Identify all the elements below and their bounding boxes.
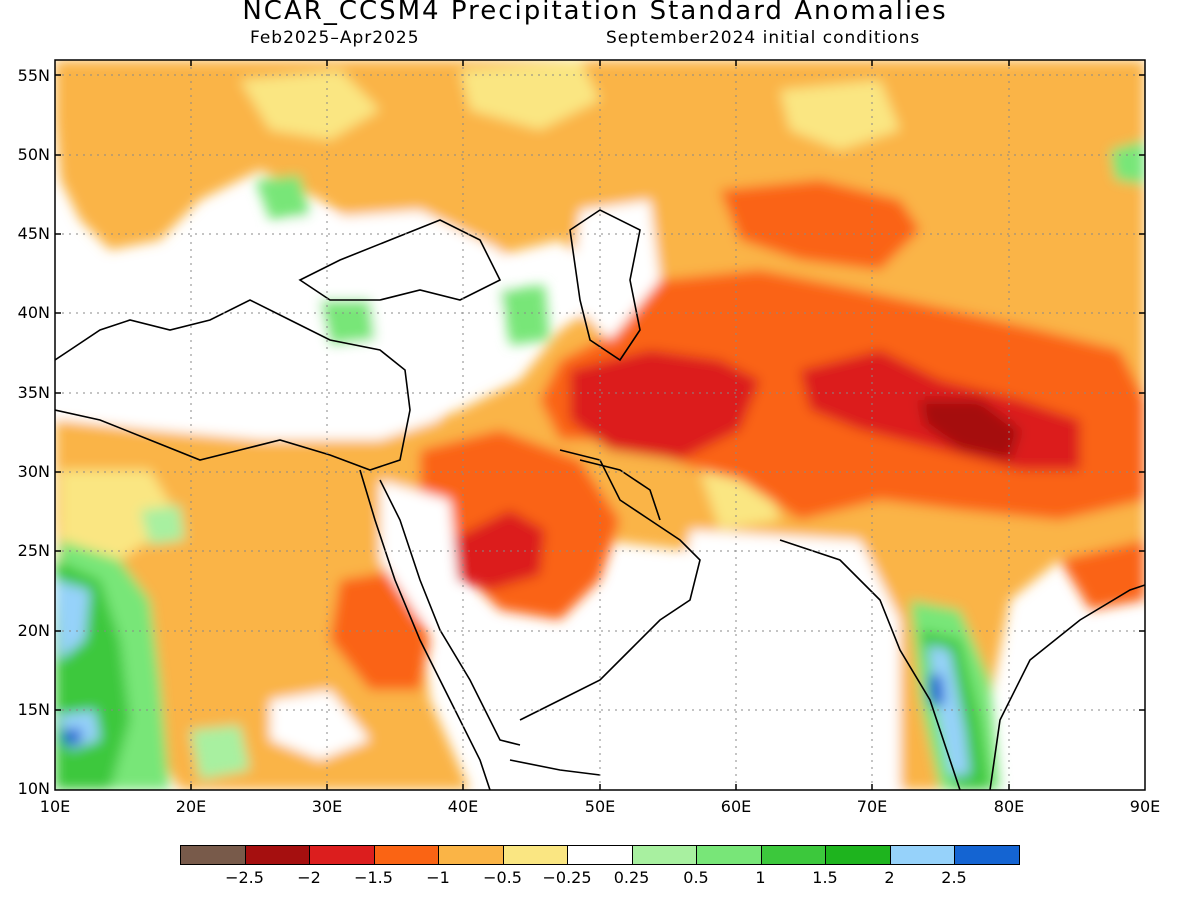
colorbar-swatch bbox=[180, 845, 246, 865]
lat-label-55n: 55N bbox=[17, 66, 50, 85]
lon-label-50e: 50E bbox=[584, 797, 616, 816]
graticule bbox=[55, 60, 1145, 790]
colorbar-swatch bbox=[889, 845, 955, 865]
colorbar-swatch bbox=[438, 845, 504, 865]
axis-ticks bbox=[55, 60, 1145, 790]
anomaly-area bbox=[780, 80, 900, 150]
caspian-coast bbox=[569, 209, 641, 362]
lat-label-50n: 50N bbox=[17, 145, 50, 164]
colorbar-label: 1.5 bbox=[812, 868, 838, 887]
gulf-coast bbox=[519, 449, 701, 721]
colorbar-label: −1 bbox=[426, 868, 450, 887]
colorbar-swatch bbox=[696, 845, 762, 865]
colorbar-label: −2 bbox=[297, 868, 321, 887]
anomaly-area bbox=[140, 505, 185, 545]
map-title: NCAR_CCSM4 Precipitation Standard Anomal… bbox=[242, 0, 948, 26]
colorbar-swatch bbox=[309, 845, 375, 865]
lon-label-90e: 90E bbox=[1129, 797, 1161, 816]
anomaly-area bbox=[255, 175, 310, 220]
colorbar-swatch bbox=[373, 845, 439, 865]
colorbar-label: −1.5 bbox=[354, 868, 393, 887]
anomaly-area bbox=[720, 180, 920, 270]
anomaly-area bbox=[62, 728, 82, 745]
lat-label-10n: 10N bbox=[17, 779, 50, 798]
lat-label-45n: 45N bbox=[17, 224, 50, 243]
anomaly-area bbox=[928, 675, 945, 705]
colorbar-label: −0.25 bbox=[542, 868, 592, 887]
lon-label-20e: 20E bbox=[175, 797, 207, 816]
colorbar-label: 0.5 bbox=[683, 868, 709, 887]
lat-label-35n: 35N bbox=[17, 383, 50, 402]
india-coast bbox=[779, 539, 961, 790]
colorbar-label: 2.5 bbox=[941, 868, 967, 887]
colorbar-swatch bbox=[567, 845, 633, 865]
anomaly-area bbox=[380, 480, 460, 620]
anomaly-area bbox=[55, 330, 440, 440]
colorbar-label: 2 bbox=[884, 868, 895, 887]
anomaly-area bbox=[240, 70, 380, 140]
coastlines bbox=[55, 209, 1145, 790]
anomaly-area bbox=[1060, 540, 1145, 610]
colorbar-swatch bbox=[244, 845, 310, 865]
anomaly-area bbox=[920, 400, 1020, 460]
anomaly-area bbox=[570, 350, 760, 460]
anomaly-area bbox=[320, 300, 375, 345]
lon-label-10e: 10E bbox=[39, 797, 71, 816]
lon-label-60e: 60E bbox=[720, 797, 752, 816]
anomaly-area bbox=[460, 60, 600, 130]
colorbar-swatch bbox=[631, 845, 697, 865]
anomaly-area bbox=[55, 580, 90, 660]
anomaly-area bbox=[330, 570, 430, 690]
lat-label-30n: 30N bbox=[17, 462, 50, 481]
colorbar-swatch bbox=[954, 845, 1020, 865]
forecast-period: Feb2025–Apr2025 bbox=[250, 28, 420, 48]
lon-label-30e: 30E bbox=[311, 797, 343, 816]
lat-label-15n: 15N bbox=[17, 700, 50, 719]
lon-label-80e: 80E bbox=[993, 797, 1025, 816]
anomaly-area bbox=[1110, 140, 1145, 185]
colorbar-label: −2.5 bbox=[225, 868, 264, 887]
colorbar-swatch bbox=[825, 845, 891, 865]
anomaly-area bbox=[570, 200, 660, 340]
arabian-gulf bbox=[579, 459, 661, 521]
mediterranean-coast bbox=[55, 299, 411, 471]
initial-conditions: September2024 initial conditions bbox=[606, 28, 921, 48]
anomaly-area bbox=[450, 510, 545, 590]
red-sea-coast-west bbox=[359, 469, 491, 790]
lat-label-25n: 25N bbox=[17, 541, 50, 560]
black-sea-coast bbox=[298, 219, 502, 301]
colorbar-swatch bbox=[760, 845, 826, 865]
colorbar-label: 0.25 bbox=[613, 868, 650, 887]
lat-label-40n: 40N bbox=[17, 303, 50, 322]
red-sea-coast bbox=[379, 479, 521, 746]
anomaly-area bbox=[190, 725, 250, 780]
lon-label-40e: 40E bbox=[447, 797, 479, 816]
anomaly-area bbox=[240, 210, 520, 360]
colorbar-swatch bbox=[502, 845, 568, 865]
africa-horn-coast bbox=[509, 759, 601, 776]
lon-label-70e: 70E bbox=[856, 797, 888, 816]
anomaly-area bbox=[500, 285, 550, 345]
colorbar-label: −0.5 bbox=[483, 868, 522, 887]
india-east-coast bbox=[989, 584, 1145, 790]
anomaly-area bbox=[270, 690, 370, 760]
colorbar-label: 1 bbox=[755, 868, 766, 887]
lat-label-20n: 20N bbox=[17, 621, 50, 640]
